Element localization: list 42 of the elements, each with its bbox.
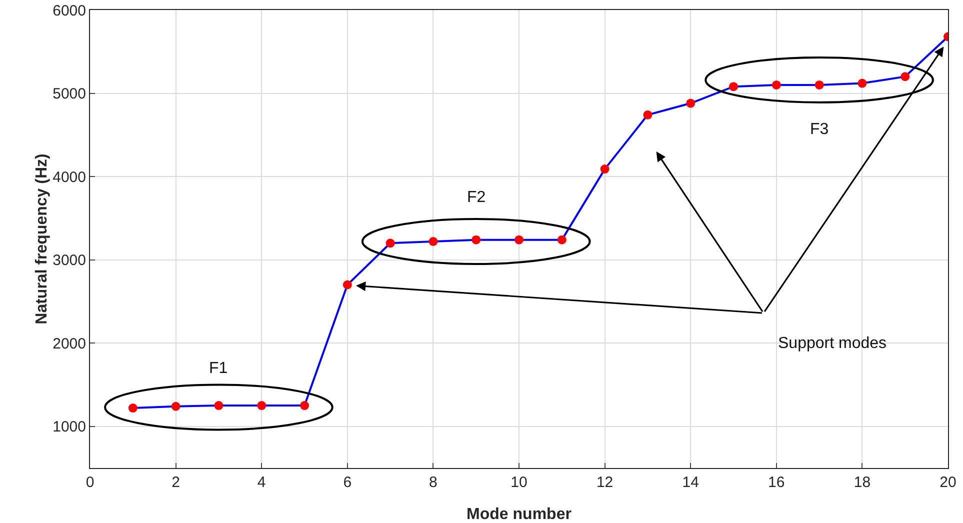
point [514,235,524,244]
point [428,237,438,246]
point [772,80,781,90]
point [858,78,867,88]
point [643,110,652,120]
point [214,401,224,410]
point [814,80,824,90]
x-tick-label: 14 [682,474,699,491]
x-tick-label: 20 [940,474,956,491]
x-tick-label: 4 [257,474,266,491]
y-tick-label: 1000 [52,418,86,436]
point [729,82,738,92]
point [686,98,696,108]
point [300,401,309,410]
x-tick-label: 6 [343,474,352,491]
point [472,235,481,244]
annotation: Support modes [778,335,887,352]
point [342,280,352,290]
x-axis-title: Mode number [466,506,572,523]
x-tick-label: 0 [86,474,94,491]
annotation: F3 [810,121,829,138]
annotation: F1 [209,360,228,377]
point [128,404,138,413]
point [557,235,566,244]
annotation: F2 [467,189,486,206]
x-tick-label: 2 [172,474,180,491]
x-tick-label: 18 [854,474,871,491]
y-tick-label: 4000 [52,168,86,186]
point [600,164,610,174]
x-tick-label: 16 [768,474,785,491]
x-tick-label: 12 [596,474,614,491]
point [386,238,395,248]
y-axis-title: Natural frequency (Hz) [34,154,51,324]
y-tick-label: 5000 [52,86,86,103]
point [171,402,180,411]
x-tick-label: 8 [429,474,438,491]
y-tick-label: 3000 [52,252,86,270]
x-tick-label: 10 [510,474,528,491]
point [900,72,910,82]
point [257,401,266,410]
y-tick-label: 2000 [52,335,86,352]
y-tick-label: 6000 [52,2,86,20]
